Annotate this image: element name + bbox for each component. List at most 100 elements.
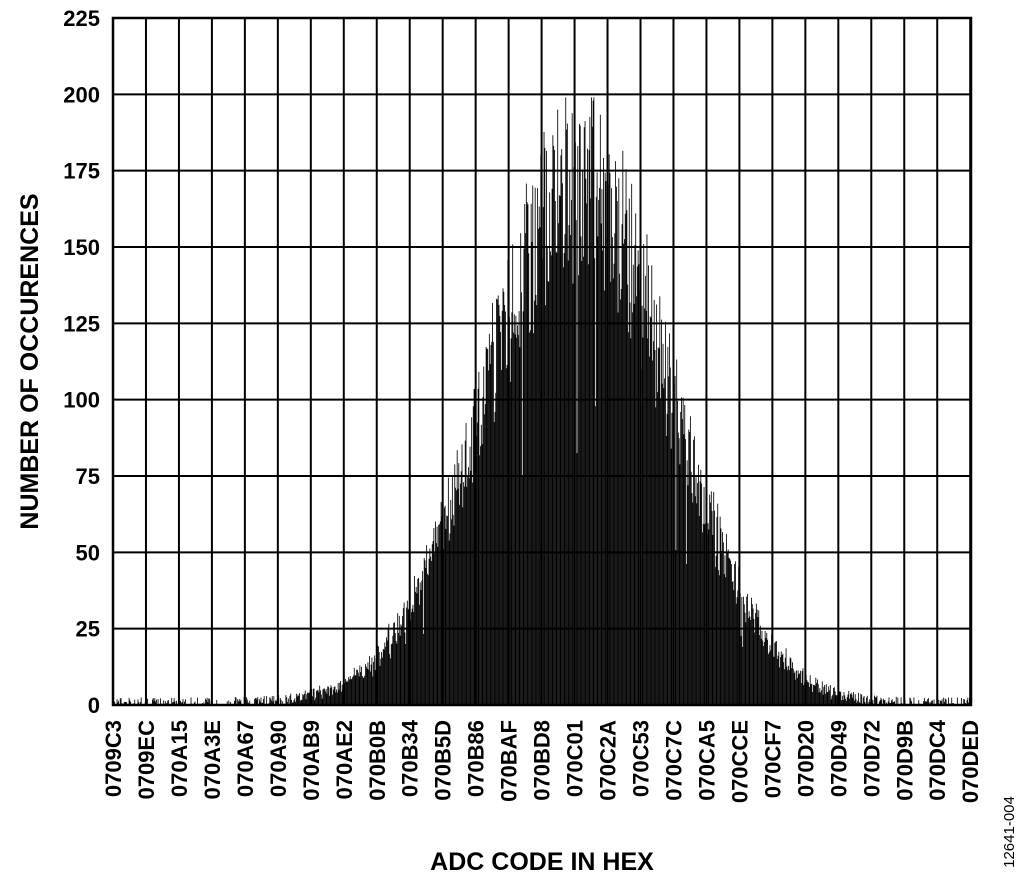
histogram-bar xyxy=(505,311,506,705)
histogram-bar xyxy=(647,338,649,705)
histogram-bar xyxy=(553,145,555,706)
histogram-bar xyxy=(767,639,768,705)
histogram-bar xyxy=(480,446,481,705)
histogram-bar xyxy=(616,200,618,706)
x-tick-label: 070C01 xyxy=(563,720,588,797)
histogram-bar xyxy=(318,692,320,705)
histogram-bar xyxy=(736,597,738,705)
histogram-bar xyxy=(577,146,579,705)
histogram-bar xyxy=(278,695,280,705)
histogram-bar xyxy=(430,556,432,705)
histogram-bar xyxy=(491,341,493,705)
histogram-bar xyxy=(534,187,536,706)
histogram-bar xyxy=(152,697,154,705)
histogram-bar xyxy=(296,696,298,705)
histogram-bar xyxy=(237,699,239,705)
histogram-bar xyxy=(416,593,418,705)
histogram-bar xyxy=(611,188,612,705)
histogram-bar xyxy=(370,664,372,705)
histogram-bar xyxy=(837,699,839,705)
histogram-bar xyxy=(483,366,485,705)
histogram-bar xyxy=(550,255,552,705)
histogram-bar xyxy=(845,700,847,705)
histogram-bar xyxy=(866,697,867,705)
histogram-bar xyxy=(418,577,419,705)
histogram-bar xyxy=(771,634,773,705)
histogram-bar xyxy=(870,702,871,705)
histogram-bar xyxy=(316,690,318,705)
histogram-bar xyxy=(604,172,606,705)
histogram-bar xyxy=(356,669,358,705)
histogram-bar xyxy=(852,697,854,705)
histogram-bar xyxy=(114,701,116,705)
histogram-bar xyxy=(271,696,273,705)
histogram-bar xyxy=(506,364,508,705)
histogram-bar xyxy=(425,567,427,705)
histogram-bar xyxy=(860,693,862,705)
histogram-bar xyxy=(710,491,712,705)
histogram-bar xyxy=(402,608,404,705)
histogram-bar xyxy=(134,699,136,705)
histogram-bar xyxy=(657,347,659,705)
histogram-bar xyxy=(476,422,478,705)
x-tick-label: 070D49 xyxy=(826,720,851,797)
histogram-bar xyxy=(624,239,625,705)
histogram-bar xyxy=(447,516,448,705)
x-tick-label: 070A90 xyxy=(266,720,291,797)
histogram-bar xyxy=(880,697,882,705)
histogram-bar xyxy=(526,202,528,705)
histogram-bar xyxy=(754,632,756,705)
histogram-bar xyxy=(335,692,337,705)
histogram-bar xyxy=(509,381,511,705)
histogram-bar xyxy=(714,567,716,705)
histogram-bar xyxy=(778,651,780,705)
histogram-bar xyxy=(663,388,665,705)
histogram-bar xyxy=(558,223,559,705)
histogram-bar xyxy=(366,668,368,705)
histogram-bar xyxy=(698,464,699,705)
histogram-bar xyxy=(554,150,555,705)
histogram-bar xyxy=(855,699,857,705)
histogram-bar xyxy=(625,169,627,705)
histogram-bar xyxy=(708,529,710,705)
histogram-bar xyxy=(373,661,374,705)
histogram-bar xyxy=(536,305,538,705)
histogram-bar xyxy=(749,616,751,705)
histogram-bar xyxy=(513,314,515,705)
histogram-bar xyxy=(814,685,816,705)
histogram-bar xyxy=(480,424,482,705)
histogram-bar xyxy=(266,696,268,705)
x-tick-labels: 0709C3 0709EC 070A15 070A3E 070A67 070A90 070A… xyxy=(101,719,983,803)
histogram-bar xyxy=(401,625,403,705)
histogram-bar xyxy=(706,564,707,705)
histogram-bar xyxy=(364,675,366,705)
histogram-bar xyxy=(806,680,808,705)
histogram-bar xyxy=(846,697,848,705)
histogram-bar xyxy=(776,658,778,705)
histogram-bar xyxy=(674,376,676,705)
histogram-bar xyxy=(504,305,506,705)
histogram-bar xyxy=(427,575,429,705)
histogram-bar xyxy=(156,699,157,705)
histogram-bar xyxy=(566,129,567,706)
histogram-bar xyxy=(784,657,786,705)
histogram-bar xyxy=(519,347,521,705)
histogram-bar xyxy=(792,662,793,705)
histogram-bar xyxy=(930,702,932,705)
histogram-bar xyxy=(413,611,415,705)
histogram-bar xyxy=(464,486,465,705)
histogram-bar xyxy=(909,697,911,705)
histogram-bar xyxy=(927,699,929,705)
histogram-bar xyxy=(628,332,629,705)
histogram-bar xyxy=(303,695,305,705)
histogram-bar xyxy=(668,376,670,705)
histogram-bar xyxy=(373,655,375,705)
histogram-bar xyxy=(476,435,477,705)
histogram-bar xyxy=(473,389,475,705)
histogram-bar xyxy=(595,406,596,705)
histogram-bar xyxy=(841,700,842,705)
histogram-bar xyxy=(496,298,497,705)
histogram-bar xyxy=(395,640,397,705)
histogram-bar xyxy=(725,577,727,705)
histogram-bar xyxy=(850,692,852,705)
